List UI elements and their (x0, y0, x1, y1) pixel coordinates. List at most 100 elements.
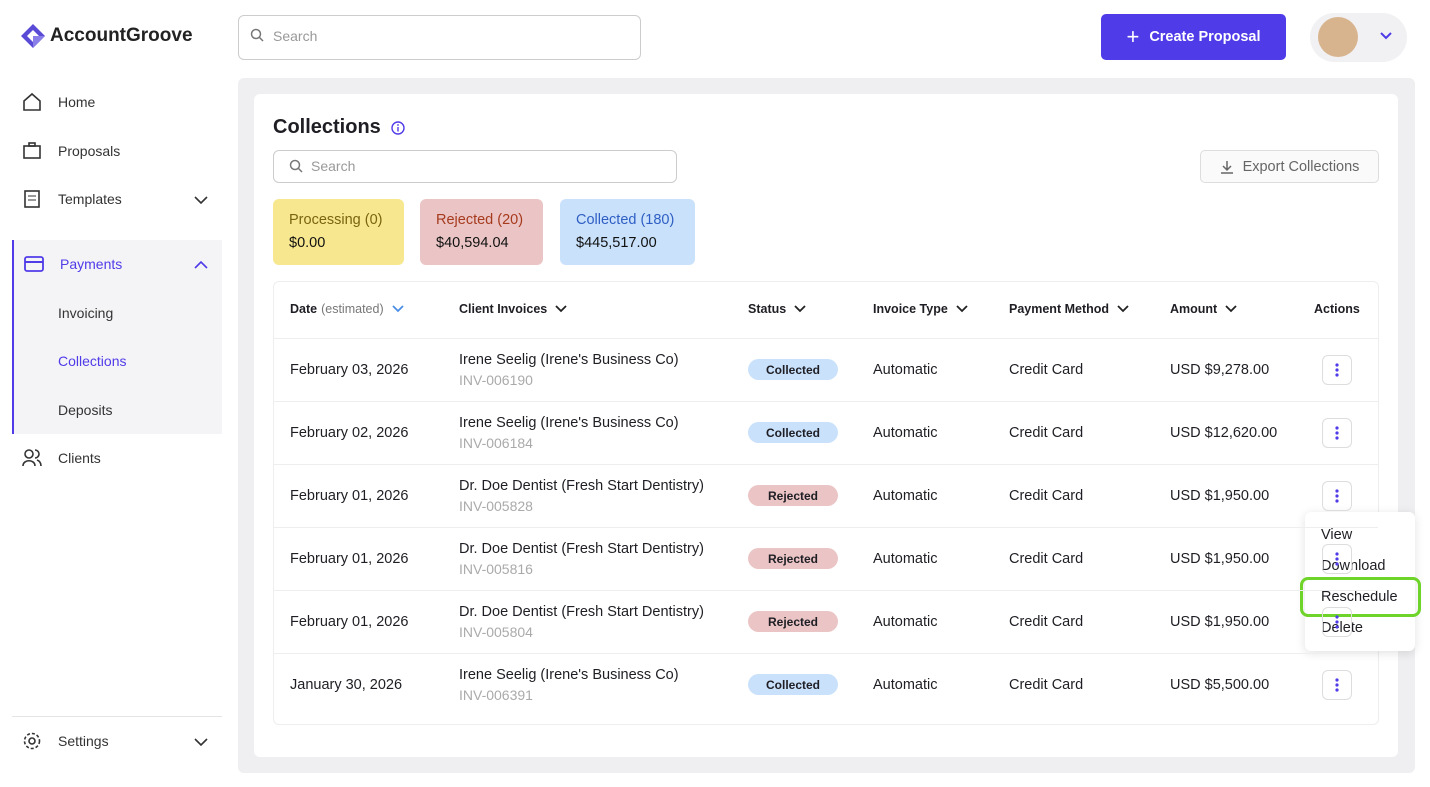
cell-method: Credit Card (1009, 425, 1084, 441)
nav-proposals[interactable]: Proposals (22, 141, 120, 161)
payments-group (12, 240, 222, 434)
cell-amount: USD $1,950.00 (1170, 551, 1270, 567)
cell-date: February 01, 2026 (290, 614, 409, 630)
cell-invoice: INV-006391 (459, 687, 533, 703)
nav-label: Payments (60, 256, 123, 272)
nav-templates[interactable]: Templates (22, 189, 122, 209)
column-header[interactable]: Invoice Type (873, 302, 968, 316)
kebab-icon (1335, 678, 1339, 692)
cell-invoice: INV-006184 (459, 435, 533, 451)
summary-label: Collected (180) (576, 212, 675, 228)
cell-amount: USD $5,500.00 (1170, 677, 1270, 693)
cell-client: Dr. Doe Dentist (Fresh Start Dentistry) (459, 541, 704, 557)
cell-method: Credit Card (1009, 677, 1084, 693)
nav-settings[interactable]: Settings (22, 731, 109, 751)
kebab-icon (1335, 615, 1339, 629)
nav-clients[interactable]: Clients (22, 448, 101, 468)
search-placeholder: Search (311, 158, 356, 174)
kebab-icon (1335, 552, 1339, 566)
status-badge: Rejected (748, 611, 838, 632)
menu-item[interactable]: Reschedule (1321, 589, 1398, 605)
status-badge: Collected (748, 422, 838, 443)
actions-button[interactable] (1322, 607, 1352, 637)
header-note: (estimated) (321, 302, 384, 316)
cell-invoice: INV-005816 (459, 561, 533, 577)
summary-card[interactable]: Collected (180) $445,517.00 (560, 199, 695, 265)
actions-button[interactable] (1322, 544, 1352, 574)
create-button[interactable]: + Create Proposal (1101, 14, 1286, 60)
cell-type: Automatic (873, 614, 938, 630)
chevron (194, 196, 208, 204)
cell-date: February 01, 2026 (290, 488, 409, 504)
column-header[interactable]: Client Invoices (459, 302, 567, 316)
sort-icon (1117, 305, 1129, 313)
export-label: Export Collections (1242, 158, 1360, 175)
status-badge: Collected (748, 359, 838, 380)
cell-type: Automatic (873, 488, 938, 504)
column-header[interactable]: Payment Method (1009, 302, 1129, 316)
nav-home[interactable]: Home (22, 92, 95, 112)
export-button[interactable]: Export Collections (1200, 150, 1379, 183)
subnav-item[interactable]: Collections (58, 353, 127, 369)
kebab-icon (1335, 363, 1339, 377)
status-badge: Rejected (748, 548, 838, 569)
nav-label: Templates (58, 191, 122, 207)
menu-item[interactable]: Download (1321, 558, 1386, 574)
brand: AccountGroove (50, 25, 193, 46)
summary-amount: $445,517.00 (576, 235, 657, 251)
nav-label: Clients (58, 450, 101, 466)
download-icon (1220, 160, 1233, 174)
row-divider (274, 338, 1378, 339)
row-divider (274, 464, 1378, 465)
column-header[interactable]: Status (748, 302, 806, 316)
profile-menu[interactable] (1310, 13, 1407, 62)
menu-item[interactable]: View (1321, 527, 1353, 543)
column-header[interactable]: Date (estimated) (290, 302, 404, 316)
logo (21, 24, 45, 48)
summary-card[interactable]: Processing (0) $0.00 (273, 199, 404, 265)
sort-icon (555, 305, 567, 313)
search-box[interactable] (238, 15, 641, 60)
search-placeholder: Search (273, 28, 318, 44)
subnav-item[interactable]: Deposits (58, 402, 113, 418)
actions-button[interactable] (1322, 355, 1352, 385)
collections-search[interactable] (273, 150, 677, 183)
sort-icon (391, 305, 404, 313)
header-label: Actions (1314, 302, 1360, 316)
actions-button[interactable] (1322, 481, 1352, 511)
table (273, 281, 1379, 725)
status-badge: Collected (748, 674, 838, 695)
chevron (194, 261, 208, 269)
cell-date: January 30, 2026 (290, 677, 403, 693)
kebab-icon (1335, 426, 1339, 440)
cell-invoice: INV-006190 (459, 372, 533, 388)
cell-method: Credit Card (1009, 362, 1084, 378)
chevron (1380, 32, 1392, 40)
row-divider (274, 653, 1378, 654)
kebab-icon (1335, 489, 1339, 503)
actions-button[interactable] (1322, 670, 1352, 700)
status-badge: Rejected (748, 485, 838, 506)
row-divider (274, 590, 1378, 591)
summary-amount: $40,594.04 (436, 235, 509, 251)
header-label: Invoice Type (873, 302, 948, 316)
menu-item[interactable]: Delete (1321, 620, 1363, 636)
cell-method: Credit Card (1009, 551, 1084, 567)
search-icon (250, 28, 264, 42)
summary-card[interactable]: Rejected (20) $40,594.04 (420, 199, 543, 265)
column-header: Actions (1314, 302, 1360, 316)
row-divider (274, 527, 1378, 528)
actions-button[interactable] (1322, 418, 1352, 448)
cell-type: Automatic (873, 425, 938, 441)
cell-client: Irene Seelig (Irene's Business Co) (459, 352, 679, 368)
nav-payments[interactable]: Payments (24, 254, 122, 274)
header-label: Amount (1170, 302, 1218, 316)
subnav-item[interactable]: Invoicing (58, 305, 114, 321)
column-header[interactable]: Amount (1170, 302, 1237, 316)
cell-client: Irene Seelig (Irene's Business Co) (459, 415, 679, 431)
sort-icon (956, 305, 968, 313)
cell-amount: USD $12,620.00 (1170, 425, 1278, 441)
highlight (1300, 577, 1421, 617)
cell-amount: USD $1,950.00 (1170, 488, 1270, 504)
